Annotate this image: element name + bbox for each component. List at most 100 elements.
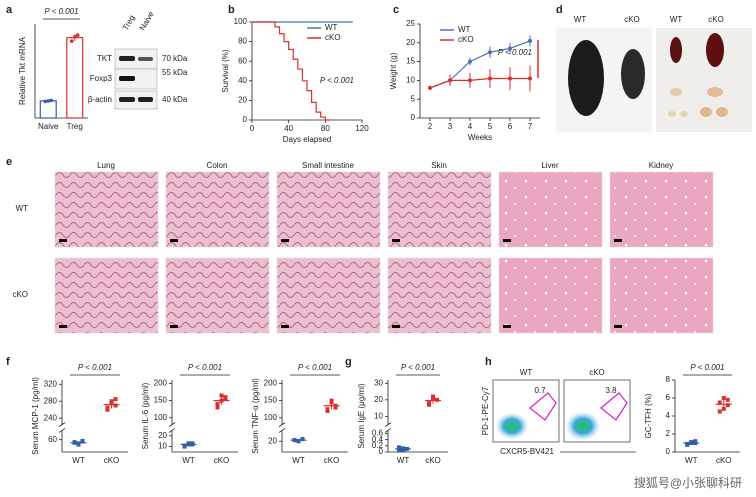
flow-xlabel: CXCR5-BV421 <box>500 447 554 456</box>
y-tick-label: 0 <box>379 447 384 456</box>
row-label: WT <box>16 204 29 213</box>
y-tick-label: 60 <box>238 56 247 65</box>
x-tick-label: WT <box>182 456 195 465</box>
y-tick-label: 40 <box>238 76 247 85</box>
scale-bar <box>614 239 622 242</box>
histology: WT cKO Lung Colon Small intestine Skin Liver… <box>12 161 714 334</box>
annotation: P < 0.001 <box>298 363 332 372</box>
dot <box>717 400 722 405</box>
photos: WT cKO WT cKO <box>556 15 752 132</box>
marker <box>428 85 432 90</box>
y-axis-label: Weight (g) <box>389 52 398 89</box>
flow-ylabel: PD-1-PE-Cy7 <box>481 386 490 435</box>
dot <box>397 447 401 452</box>
axis-break <box>168 428 176 433</box>
marker <box>528 38 532 43</box>
y-axis-label: Relative Tkt mRNA <box>18 36 27 105</box>
y-axis-label: Serum IL-6 (pg/ml) <box>141 382 150 449</box>
marker <box>508 46 512 51</box>
micrograph <box>276 171 381 248</box>
lymph-node <box>668 111 676 117</box>
blot-column: Naive <box>138 9 156 32</box>
blot-band <box>119 56 135 61</box>
row-label: cKO <box>12 290 28 299</box>
y-tick-label: 20 <box>158 431 167 440</box>
y-axis-label: Survival (%) <box>221 49 230 92</box>
scale-bar <box>614 325 622 328</box>
x-tick-label: cKO <box>324 456 340 465</box>
blot-marker: 55 kDa <box>162 68 188 77</box>
blot-band <box>138 57 153 61</box>
y-tick-label: 60 <box>48 435 57 444</box>
y-tick-label: 30 <box>374 378 383 387</box>
marker <box>508 76 512 81</box>
scale-bar <box>59 239 67 242</box>
dot <box>69 39 74 43</box>
mouse <box>621 49 645 99</box>
x-tick-label: 80 <box>321 124 330 133</box>
blot-band <box>138 97 153 102</box>
legend-label: WT <box>325 23 338 32</box>
x-tick-label: 6 <box>508 122 513 131</box>
x-tick-label: cKO <box>425 456 441 465</box>
y-tick-label: 320 <box>44 379 58 388</box>
panel-labels: a b c d e f g h <box>6 4 563 368</box>
micrograph <box>609 257 714 334</box>
dot <box>43 99 48 104</box>
dot <box>300 437 305 442</box>
panel-label: a <box>6 4 13 16</box>
scale-bar <box>170 239 178 242</box>
panel-label: b <box>228 4 235 16</box>
line <box>429 77 530 89</box>
axis-break <box>58 428 66 433</box>
panel-label: d <box>556 4 563 16</box>
x-tick-label: cKO <box>214 456 230 465</box>
watermark: 搜狐号@小张聊科研 <box>634 475 742 490</box>
axis-break <box>58 422 66 427</box>
flow-sample: WT <box>520 368 533 377</box>
marker <box>488 76 492 81</box>
y-axis-label: GC-TFH (%) <box>644 393 653 438</box>
tissue-label: Small intestine <box>302 161 355 170</box>
blot-marker: 40 kDa <box>162 95 188 104</box>
y-tick-label: 240 <box>44 413 58 422</box>
y-tick-label: 100 <box>154 413 168 422</box>
x-tick-label: 40 <box>284 124 293 133</box>
y-tick-label: 200 <box>154 379 168 388</box>
y-tick-label: 20 <box>374 395 383 404</box>
dot <box>223 395 228 400</box>
micrograph <box>54 171 159 248</box>
photo-label: WT <box>670 15 683 24</box>
y-tick-label: 200 <box>264 379 278 388</box>
dot <box>431 394 435 399</box>
blot-band <box>119 97 135 102</box>
y-tick-label: 0 <box>243 115 248 124</box>
x-tick-label: 3 <box>448 122 453 131</box>
marker <box>468 59 472 64</box>
flow-sample: cKO <box>589 368 605 377</box>
legend-label: WT <box>458 25 471 34</box>
y-tick-label: 8 <box>666 375 671 384</box>
marker <box>468 78 472 83</box>
dot <box>72 35 77 39</box>
axis-break <box>384 428 392 433</box>
line <box>252 21 330 121</box>
x-tick-label: WT <box>685 456 698 465</box>
panel-label: e <box>6 156 12 168</box>
axis-break <box>278 428 286 433</box>
micrograph <box>387 171 492 248</box>
dot <box>113 397 118 402</box>
dot <box>215 402 220 407</box>
bar <box>66 37 84 119</box>
dot <box>435 397 439 402</box>
marker <box>448 78 452 83</box>
micrograph <box>165 257 270 334</box>
annotation: P < 0.001 <box>401 363 435 372</box>
y-tick-label: 0.2 <box>372 441 384 450</box>
y-tick-label: 4 <box>666 411 671 420</box>
y-tick-label: 150 <box>154 396 168 405</box>
bar <box>39 100 57 119</box>
x-tick-label: 5 <box>488 122 493 131</box>
x-tick-label: WT <box>292 456 305 465</box>
